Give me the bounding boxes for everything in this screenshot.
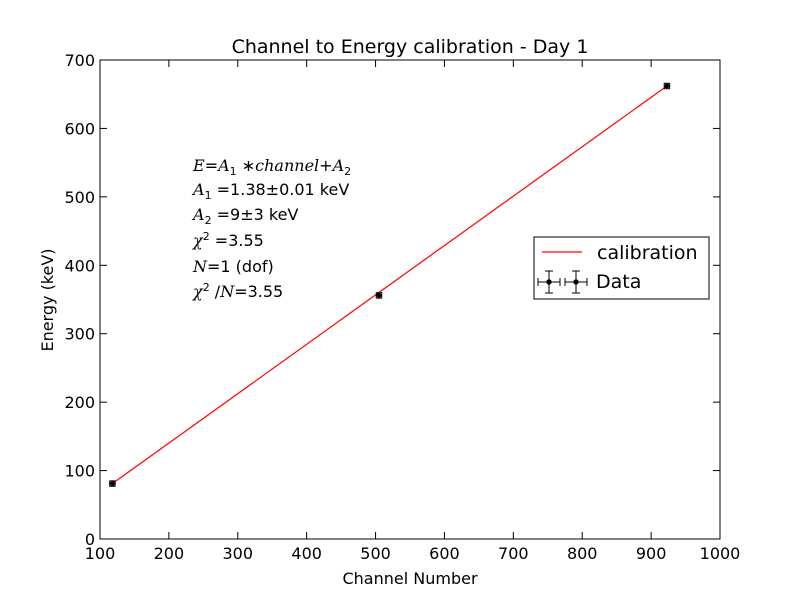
annotation-a2: A2 =9±3 keV (191, 205, 298, 227)
x-tick-label: 900 (636, 544, 667, 563)
x-tick-label: 500 (360, 544, 391, 563)
y-tick-label: 700 (64, 51, 95, 70)
annotation-equation: E=A1 ∗channel+A2 (192, 156, 351, 178)
x-tick-label: 800 (567, 544, 598, 563)
x-tick-label: 600 (429, 544, 460, 563)
y-tick-label: 500 (64, 188, 95, 207)
calibration-line (112, 85, 668, 485)
legend-errorbar-swatch (537, 270, 588, 294)
y-tick-label: 400 (64, 256, 95, 275)
fit-annotations: E=A1 ∗channel+A2 A1 =1.38±0.01 keV A2 =9… (191, 156, 351, 301)
y-tick-label: 300 (64, 325, 95, 344)
y-tick-label: 0 (85, 530, 95, 549)
data-point (375, 292, 383, 299)
y-tick-label: 200 (64, 393, 95, 412)
x-tick-label: 700 (498, 544, 529, 563)
x-axis-label: Channel Number (342, 569, 477, 588)
x-tick-label: 1000 (700, 544, 741, 563)
data-point (663, 82, 671, 90)
x-tick-label: 200 (154, 544, 185, 563)
y-axis-label: Energy (keV) (38, 248, 57, 351)
legend: calibration Data (533, 236, 710, 300)
x-tick-label: 400 (291, 544, 322, 563)
plot-frame (99, 59, 721, 540)
annotation-chi2-per-dof: χ2 /N=3.55 (192, 281, 283, 301)
y-tick-label: 100 (64, 462, 95, 481)
x-tick-label: 100 (85, 544, 116, 563)
data-point-marker (664, 83, 670, 89)
legend-label-calibration: calibration (597, 242, 698, 264)
annotation-dof: N=1 (dof) (192, 257, 274, 276)
chart-title: Channel to Energy calibration - Day 1 (232, 36, 589, 58)
y-tick-label: 600 (64, 119, 95, 138)
legend-box (533, 236, 710, 300)
annotation-a1: A1 =1.38±0.01 keV (191, 180, 349, 202)
legend-label-data: Data (596, 271, 641, 293)
data-point-marker (376, 292, 382, 298)
data-point-marker (109, 481, 115, 487)
x-tick-label: 300 (223, 544, 254, 563)
data-point (109, 480, 116, 487)
plot-layer: 100 200 300 400 500 600 700 800 900 1000010020030… (64, 51, 740, 563)
annotation-chi2: χ2 =3.55 (192, 230, 264, 250)
